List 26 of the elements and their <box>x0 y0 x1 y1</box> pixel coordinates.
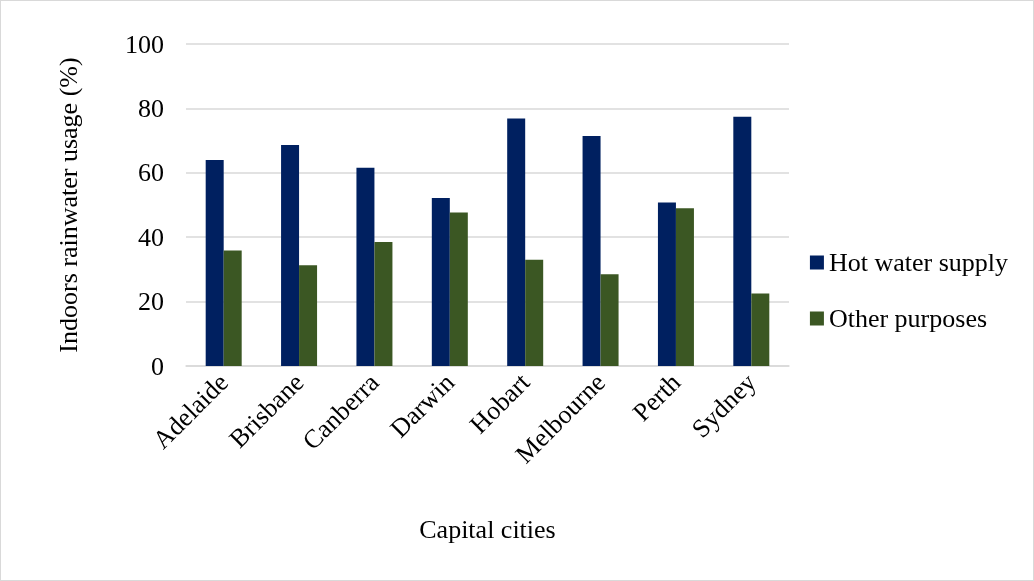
y-tick-label: 100 <box>125 29 164 59</box>
bar <box>223 250 242 366</box>
bar <box>431 197 450 366</box>
y-tick-label: 60 <box>138 158 164 188</box>
y-tick-label: 0 <box>151 351 164 381</box>
legend-label: Other purposes <box>828 304 988 333</box>
bar <box>374 242 393 366</box>
bar <box>657 202 676 366</box>
legend-label: Hot water supply <box>828 248 1009 277</box>
bar <box>449 212 468 366</box>
bar <box>507 118 526 366</box>
y-axis-title: Indoors rainwater usage (%) <box>53 57 83 353</box>
y-tick-label: 80 <box>138 93 164 123</box>
bar <box>582 136 601 366</box>
bar <box>205 159 224 366</box>
bar <box>281 145 300 366</box>
bar <box>525 259 544 366</box>
bar <box>751 293 770 366</box>
bar <box>356 167 375 366</box>
bar <box>600 274 619 366</box>
bar <box>675 208 694 366</box>
x-axis-title: Capital cities <box>419 514 556 544</box>
y-tick-label: 40 <box>138 222 164 252</box>
y-tick-label: 20 <box>138 287 164 317</box>
bar <box>299 265 318 366</box>
bar <box>733 116 752 366</box>
